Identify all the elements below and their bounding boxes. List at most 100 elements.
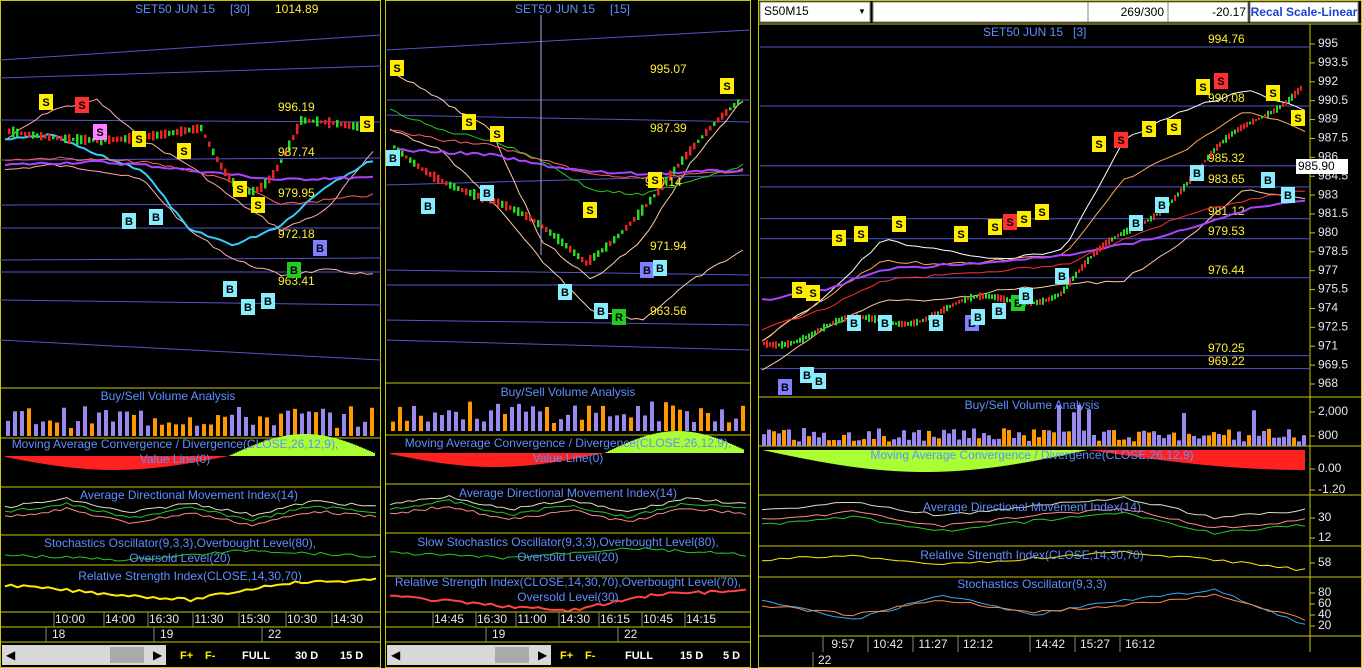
signal-label: B (1132, 218, 1140, 230)
candle (901, 320, 903, 328)
chart-interval: [15] (610, 2, 630, 16)
adx-line (761, 508, 1306, 529)
signal-box (1167, 119, 1181, 135)
toolbar-button[interactable]: 15 D (340, 650, 363, 662)
signal-box (648, 172, 662, 188)
candle (958, 300, 960, 304)
adx-line (389, 499, 747, 519)
candle (573, 249, 576, 256)
volume-bar (1222, 435, 1226, 446)
toolbar-button[interactable]: F+ (180, 650, 193, 662)
candle (721, 112, 724, 120)
time-label: 16:30 (149, 612, 179, 626)
volume-bar (1147, 432, 1151, 446)
price-label: 976.44 (1208, 263, 1245, 277)
volume-bar (1052, 432, 1056, 446)
signal-label: S (96, 127, 103, 139)
signal-box (1266, 85, 1280, 101)
toolbar-button[interactable]: 15 D (680, 650, 703, 662)
volume-bar (496, 403, 500, 431)
signal-box (800, 367, 814, 383)
volume-bar (772, 431, 776, 446)
scale-button[interactable] (1249, 1, 1359, 23)
indicator-title: Moving Average Convergence / Divergence(… (870, 448, 1193, 462)
volume-bar (867, 431, 871, 446)
level-line (384, 114, 752, 123)
candle (28, 131, 31, 138)
volume-bar (440, 415, 444, 431)
candle (772, 341, 774, 348)
volume-bar (573, 405, 577, 431)
scroll-thumb[interactable] (495, 647, 529, 663)
candle (1213, 148, 1215, 154)
candle (1267, 110, 1269, 118)
time-label: 14:30 (333, 612, 363, 626)
price-label: 972.18 (278, 227, 315, 241)
candle (952, 303, 954, 307)
candle (1150, 215, 1152, 222)
scroll-thumb[interactable] (110, 647, 144, 663)
candle (910, 320, 912, 327)
candle (1117, 234, 1119, 238)
toolbar-button[interactable]: F- (205, 650, 216, 662)
candle (1225, 135, 1227, 143)
y-tick-label: 969.5 (1318, 357, 1348, 371)
toolbar-button[interactable]: F- (585, 650, 596, 662)
toolbar-button[interactable]: F+ (560, 650, 573, 662)
y-tick-label: 968 (1318, 376, 1338, 390)
volume-bar (897, 437, 901, 446)
candle (336, 119, 339, 128)
signal-box (1214, 73, 1228, 89)
signal-label: S (135, 134, 142, 146)
signal-box (878, 315, 892, 331)
scale-button-text[interactable]: Recal Scale-Linear (1251, 5, 1358, 19)
price-label: 969.22 (1208, 354, 1245, 368)
signal-label: S (393, 63, 400, 75)
volume-bar (997, 438, 1001, 446)
signal-label: S (586, 205, 593, 217)
signal-label: S (78, 100, 85, 112)
toolbar-button[interactable]: 30 D (295, 650, 318, 662)
toolbar-button[interactable]: FULL (242, 650, 270, 662)
symbol-dropdown[interactable] (759, 1, 871, 23)
toolbar-button[interactable]: 5 D (723, 650, 740, 662)
volume-bar (1132, 441, 1136, 446)
volume-bar (83, 406, 87, 436)
candle (1087, 257, 1089, 264)
candle (1045, 298, 1047, 303)
signal-box (847, 315, 861, 331)
candle (60, 135, 63, 142)
volume-bar (20, 411, 24, 436)
signal-box (971, 309, 985, 325)
candle (677, 163, 680, 168)
signal-label: B (125, 216, 133, 228)
volume-bar (265, 417, 269, 436)
time-label: 10:42 (873, 637, 903, 651)
adx-line (4, 497, 377, 517)
candle (449, 181, 452, 189)
indicator-title: Buy/Sell Volume Analysis (101, 389, 236, 403)
indicator-line (389, 108, 744, 196)
signal-box (988, 219, 1002, 235)
level-line (0, 257, 382, 261)
candle (216, 156, 219, 163)
volume-bar (489, 410, 493, 431)
candle (1297, 88, 1299, 95)
volume-bar (1257, 435, 1261, 446)
candle (641, 204, 644, 216)
price-label: 987.74 (278, 145, 315, 159)
candle (1114, 236, 1116, 239)
candle (1261, 115, 1263, 119)
candle (513, 206, 516, 213)
volume-bar (1242, 441, 1246, 446)
volume-bar (734, 418, 738, 431)
candle (733, 102, 736, 108)
candle (829, 323, 831, 326)
candle (868, 314, 870, 322)
candle (148, 133, 151, 140)
signal-box (1055, 268, 1069, 284)
volume-bar (244, 416, 248, 436)
toolbar-button[interactable]: FULL (625, 650, 653, 662)
candle (769, 342, 771, 347)
indicator-title-line: Relative Strength Index(CLOSE,14,30,70),… (395, 575, 741, 589)
